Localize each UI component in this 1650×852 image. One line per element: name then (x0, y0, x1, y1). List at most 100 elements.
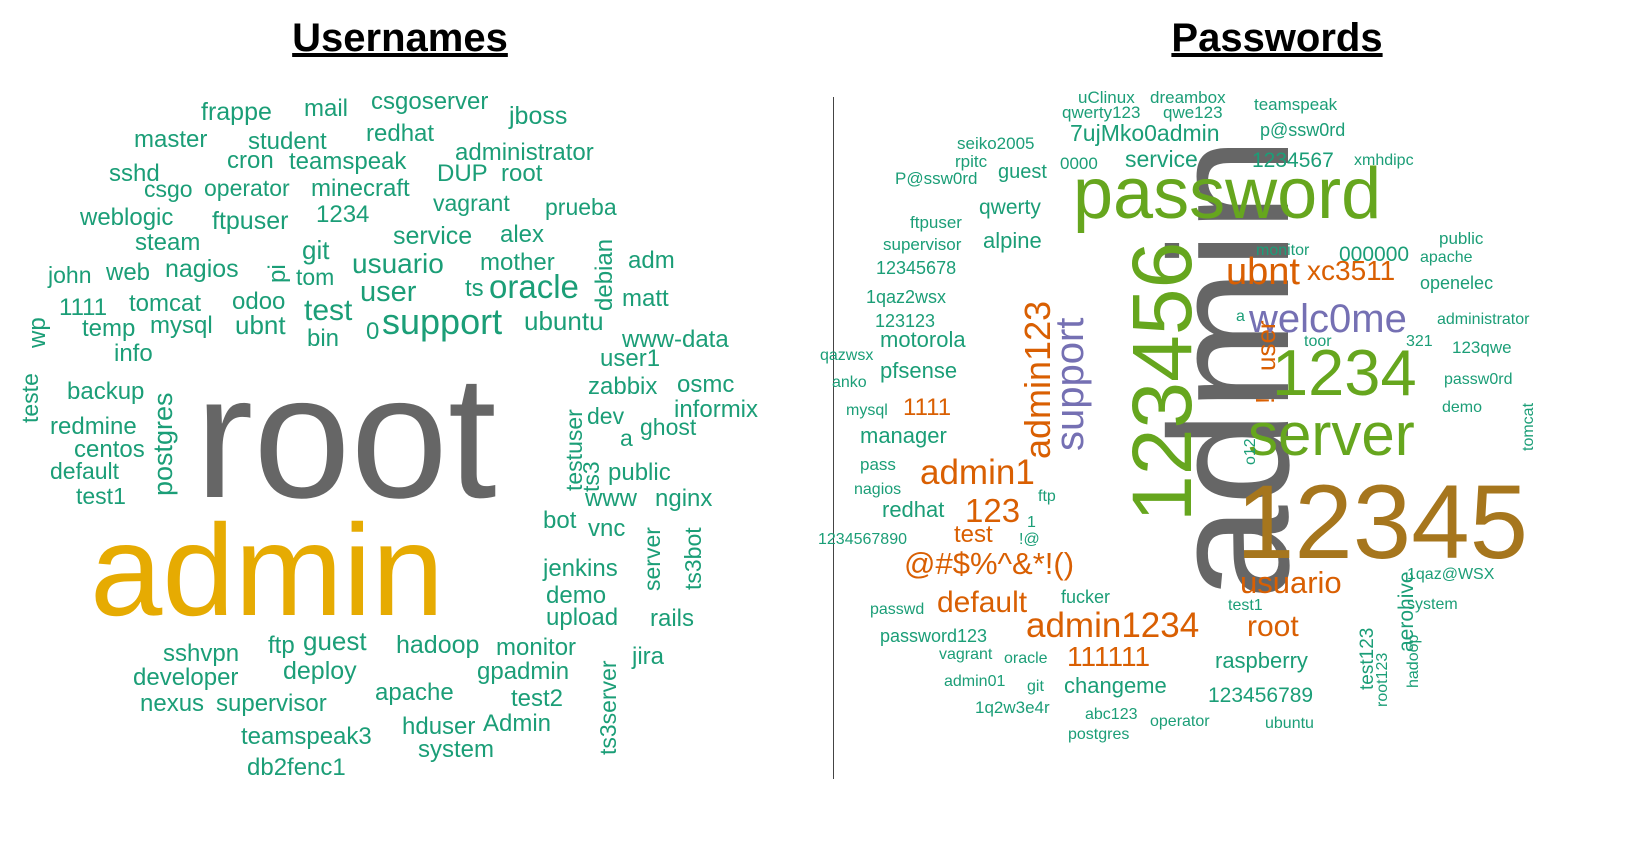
password-word: nagios (854, 481, 902, 498)
username-word: frappe (201, 98, 272, 126)
password-word: 111111 (1067, 641, 1151, 672)
password-word: passwd (870, 601, 925, 618)
usernames-title: Usernames (292, 16, 508, 60)
username-word: mail (304, 95, 349, 122)
password-word: manager (860, 423, 947, 448)
username-word: tomcat (129, 290, 202, 317)
password-word: vagrant (939, 646, 993, 663)
username-word: odoo (232, 288, 286, 315)
password-word: ! (1250, 396, 1280, 404)
password-word: 000000 (1339, 243, 1410, 266)
username-word: test (304, 294, 353, 327)
username-word: weblogic (80, 204, 174, 231)
username-word: web (106, 259, 151, 286)
password-word: 1 (1027, 514, 1036, 531)
username-word: public (608, 459, 671, 486)
username-word: upload (546, 604, 619, 631)
username-word: oracle (489, 268, 579, 305)
username-word: www (585, 485, 637, 512)
username-word: usuario (352, 248, 444, 279)
password-word: a (1236, 308, 1245, 325)
password-word: xc3511 (1307, 255, 1396, 286)
password-word: teamspeak (1254, 95, 1338, 114)
password-word: admin1 (920, 453, 1035, 492)
password-word: monitor (1256, 242, 1310, 259)
username-word: test1 (76, 483, 126, 509)
username-word: bin (307, 325, 340, 352)
password-word: supervisor (883, 235, 962, 254)
password-word: oracle (1004, 650, 1048, 667)
username-word: 0 (366, 318, 380, 345)
username-word: user1 (600, 345, 661, 372)
username-word: minecraft (311, 175, 410, 202)
username-word: informix (674, 396, 759, 423)
password-word: user (1251, 320, 1281, 371)
username-word: vnc (588, 515, 626, 542)
password-word: qwe123 (1163, 103, 1223, 122)
password-word: 123123 (875, 311, 936, 331)
username-word: service (393, 222, 473, 250)
password-word: 7ujMko0admin (1070, 120, 1220, 146)
username-word: a (620, 425, 633, 451)
username-word: operator (204, 175, 290, 201)
username-word: administrator (455, 139, 594, 166)
password-word: apache (1420, 249, 1473, 266)
username-word: ubnt (235, 310, 286, 340)
passwords-title: Passwords (1171, 16, 1383, 60)
username-word: ts (465, 275, 484, 302)
username-word: git (302, 235, 330, 265)
password-word: xmhdipc (1354, 152, 1414, 169)
password-word: P@ssw0rd (895, 169, 978, 188)
username-word: jboss (509, 102, 568, 130)
password-word: changeme (1064, 673, 1167, 698)
password-word: operator (1150, 713, 1210, 730)
username-word: monitor (496, 634, 577, 661)
password-word: 1qaz2wsx (866, 287, 947, 307)
username-word: bot (543, 507, 577, 534)
password-word: administrator (1437, 311, 1530, 328)
password-word: ftp (1038, 488, 1056, 505)
username-word: DUP (437, 160, 488, 187)
password-word: ftpuser (910, 213, 962, 232)
username-word: root (195, 340, 497, 535)
password-word: test (954, 521, 993, 548)
username-word: user (360, 276, 417, 308)
password-word: anko (832, 374, 867, 391)
username-word: test2 (511, 685, 564, 712)
username-word: ftp (268, 632, 295, 659)
password-word: root (1247, 610, 1299, 643)
password-word: tomcat (1520, 402, 1537, 451)
username-word: csgo (144, 176, 193, 202)
username-word: teamspeak (289, 148, 407, 175)
password-word: 1234567890 (818, 531, 907, 548)
password-word: 123 (965, 492, 1021, 529)
username-word: matt (622, 285, 669, 312)
password-word: uClinux (1078, 88, 1135, 107)
password-word: dreambox (1150, 88, 1226, 107)
username-word: admin (90, 497, 445, 643)
password-word: 123qwe (1452, 338, 1512, 357)
username-word: dev (587, 403, 625, 429)
username-word: 1234 (316, 201, 370, 228)
password-word: redhat (882, 497, 945, 522)
password-word: @#$%^&*!() (904, 546, 1075, 581)
username-word: guest (303, 626, 367, 656)
password-word: alpine (983, 228, 1042, 253)
username-word: system (418, 736, 495, 763)
username-word: student (248, 128, 327, 155)
password-word: ubnt (1226, 251, 1300, 293)
password-word: mysql (846, 402, 888, 419)
username-word: root (501, 160, 543, 187)
username-word: info (114, 340, 153, 367)
username-word: hduser (402, 713, 476, 740)
password-word: git (1027, 678, 1044, 695)
password-word: 0000 (1060, 154, 1098, 173)
username-word: csgoserver (371, 88, 489, 115)
username-word: backup (67, 378, 145, 405)
username-word: developer (133, 664, 239, 691)
username-word: nginx (655, 485, 713, 512)
password-word: !@ (1019, 531, 1040, 548)
username-word: john (48, 262, 92, 288)
password-word: welc0me (1249, 297, 1407, 341)
password-word: raspberry (1215, 648, 1308, 673)
